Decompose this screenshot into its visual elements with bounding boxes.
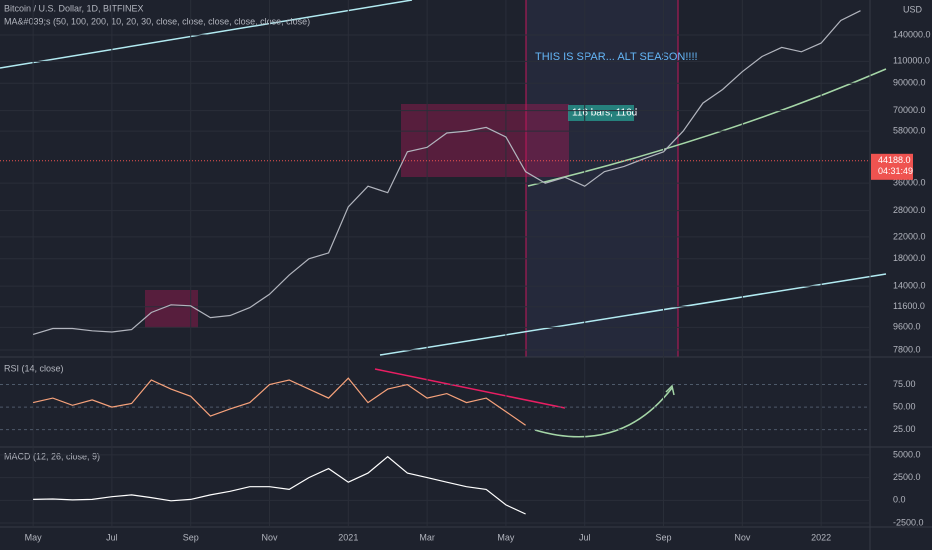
y-tick-label: 0.0 [893, 495, 906, 505]
series-line [32, 377, 526, 426]
y-tick-label: 70000.0 [893, 105, 926, 115]
y-tick-label: 11600.0 [893, 301, 925, 311]
rsi-trend [374, 368, 566, 409]
pane-title: RSI (14, close) [4, 363, 64, 373]
y-tick-label: -2500.0 [893, 517, 924, 527]
y-tick-label: 18000.0 [893, 253, 926, 263]
curve [527, 68, 887, 187]
arrow-curve [534, 387, 673, 438]
x-tick-label: Mar [419, 532, 435, 542]
y-tick-label: 2500.0 [893, 472, 921, 482]
currency: USD [903, 4, 923, 14]
range-box [145, 290, 198, 328]
x-tick-label: Nov [262, 532, 279, 542]
y-tick-label: 7800.0 [893, 344, 921, 354]
range-box [401, 104, 569, 177]
series-line [33, 455, 526, 515]
y-tick-label: 28000.0 [893, 205, 926, 215]
y-tick-label: 14000.0 [893, 281, 926, 291]
series-line [32, 10, 861, 335]
y-tick-label: 75.00 [893, 379, 916, 389]
headline: THIS IS SPAR... ALT SEASON!!!! [535, 51, 698, 63]
x-tick-label: Nov [734, 532, 751, 542]
highlight-zone [526, 0, 678, 357]
y-tick-label: 9600.0 [893, 322, 921, 332]
x-tick-label: 2021 [338, 532, 358, 542]
arrow-head [665, 384, 675, 396]
y-tick-label: 58000.0 [893, 126, 926, 136]
x-tick-label: Sep [656, 532, 672, 542]
x-tick-label: May [497, 532, 515, 542]
indicator: MA&#039;s (50, 100, 200, 10, 20, 30, clo… [4, 16, 310, 26]
symbol: Bitcoin / U.S. Dollar, 1D, BITFINEX [4, 3, 144, 13]
y-tick-label: 90000.0 [893, 78, 926, 88]
x-tick-label: May [25, 532, 43, 542]
x-tick-label: 2022 [811, 532, 831, 542]
y-tick-label: 25.00 [893, 424, 916, 434]
y-tick-label: 22000.0 [893, 231, 926, 241]
x-tick-label: Jul [579, 532, 591, 542]
pane-title: MACD (12, 26, close, 9) [4, 451, 100, 461]
y-tick-label: 50.00 [893, 401, 916, 411]
last-price-tag [871, 153, 913, 180]
x-tick-label: Sep [183, 532, 199, 542]
range-label: 116 bars, 116d [572, 108, 637, 119]
last-price-label: 44188.0 [878, 155, 911, 165]
countdown: 04:31:49 [878, 166, 913, 176]
trend-line [379, 273, 887, 356]
y-tick-label: 110000.0 [893, 56, 930, 66]
x-tick-label: Jul [106, 532, 118, 542]
y-tick-label: 140000.0 [893, 29, 931, 39]
y-tick-label: 36000.0 [893, 178, 926, 188]
trend-line [0, 0, 413, 69]
y-tick-label: 5000.0 [893, 449, 921, 459]
